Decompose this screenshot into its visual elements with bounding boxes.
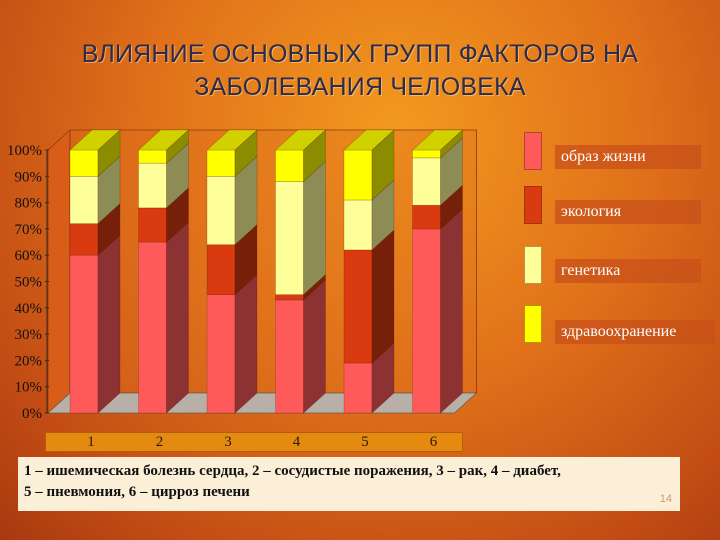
legend-label: образ жизни: [555, 145, 701, 169]
y-tick-label: 80%: [15, 196, 43, 212]
bar-segment-side: [303, 279, 326, 414]
bar-stack-5: [343, 129, 395, 414]
bar-segment: [412, 204, 441, 230]
bar-segment: [206, 244, 236, 295]
legend-swatch: [524, 246, 542, 284]
bar-segment: [343, 362, 373, 414]
plot-side-wall: [47, 129, 71, 414]
y-axis: 0% 10% 20% 30% 40% 50% 60% 70% 80% 90% 100%: [7, 143, 49, 422]
bar-segment: [412, 228, 441, 414]
bar-segment: [206, 176, 236, 245]
bar-top: [206, 129, 258, 151]
slide-title: ВЛИЯНИЕ ОСНОВНЫХ ГРУПП ФАКТОРОВ НА ЗАБОЛ…: [81, 40, 639, 101]
legend-label: генетика: [555, 259, 701, 283]
category-label: 4: [292, 434, 301, 450]
caption-box: 1 – ишемическая болезнь сердца, 2 – сосу…: [18, 457, 680, 511]
bar-segment: [69, 149, 99, 177]
slide-number: 14: [659, 493, 672, 505]
bar-segment: [69, 254, 99, 414]
bar-segment: [412, 149, 441, 159]
bar-stack-6: [411, 129, 464, 414]
legend-label: здравоохранение: [555, 320, 715, 344]
bar-segment: [412, 157, 441, 206]
bar-segment-side: [234, 273, 258, 414]
bar-segment: [275, 294, 304, 301]
bar-segment: [138, 162, 167, 209]
y-tick-label: 40%: [15, 301, 43, 317]
y-tick-label: 100%: [7, 143, 42, 159]
category-label: 5: [361, 434, 369, 450]
y-tick-label: 20%: [15, 353, 43, 369]
bar-stack-2: [137, 129, 190, 414]
y-tick-label: 70%: [15, 222, 43, 238]
legend-swatch: [524, 305, 542, 343]
bar-segment: [138, 149, 167, 164]
bar-stack-3: [206, 129, 258, 414]
category-label: 3: [224, 434, 232, 450]
bar-segment-side: [97, 234, 121, 414]
bar-segment: [206, 149, 236, 177]
bar-segment-side: [440, 208, 463, 414]
caption-line-2: 5 – пневмония, 6 – цирроз печени: [24, 484, 250, 500]
legend-swatch: [524, 186, 542, 224]
caption-line-1: 1 – ишемическая болезнь сердца, 2 – сосу…: [24, 463, 561, 479]
bar-segment: [343, 249, 373, 364]
bar-top: [274, 129, 327, 151]
bars-group: [69, 129, 464, 414]
legend-label: экология: [555, 200, 701, 224]
bar-segment: [138, 241, 167, 414]
category-label: 2: [155, 434, 164, 450]
category-label: 1: [87, 434, 95, 450]
bar-top: [137, 129, 190, 151]
category-axis: 1 2 3 4 5 6: [45, 432, 463, 452]
legend-swatch: [524, 132, 542, 170]
y-tick-label: 0%: [22, 406, 42, 422]
bar-segment: [206, 294, 236, 414]
y-tick-label: 10%: [15, 380, 43, 396]
bar-top: [343, 129, 395, 151]
bar-segment: [69, 223, 99, 256]
y-tick-label: 30%: [15, 327, 43, 343]
bar-top: [411, 129, 464, 151]
bar-stack-4: [274, 129, 327, 414]
y-tick-label: 60%: [15, 248, 43, 264]
bar-segment-side: [371, 229, 395, 364]
y-tick-label: 90%: [15, 169, 43, 185]
bar-segment-side: [303, 160, 326, 296]
bar-segment: [138, 207, 167, 243]
bar-segment: [275, 149, 304, 182]
bar-stack-1: [69, 129, 121, 414]
bar-top: [69, 129, 121, 151]
y-tick-label: 50%: [15, 275, 43, 291]
bar-segment: [275, 181, 304, 295]
bar-segment: [343, 199, 373, 251]
category-label: 6: [429, 434, 438, 450]
bar-segment-side: [166, 221, 189, 414]
bar-segment: [69, 176, 99, 224]
bar-segment: [275, 299, 304, 414]
bar-segment: [343, 149, 373, 201]
